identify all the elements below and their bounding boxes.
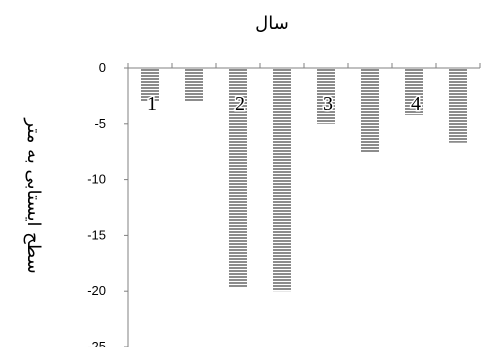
y-tick-label: -10 — [87, 172, 106, 187]
y-tick-label: -15 — [87, 227, 106, 242]
bar — [449, 68, 467, 143]
group-label: 2 — [235, 93, 245, 115]
y-tick-label: -25 — [87, 339, 106, 347]
bar — [229, 68, 247, 288]
chart-title: سال — [255, 13, 289, 34]
axes — [127, 63, 481, 347]
group-label: 3 — [323, 93, 333, 115]
bar — [185, 68, 203, 102]
bar — [141, 68, 159, 102]
bar — [273, 68, 291, 292]
y-tick-label: 0 — [99, 60, 106, 75]
group-label: 4 — [411, 93, 421, 115]
group-labels: 1 2 3 4 — [146, 92, 423, 117]
y-tick-label: -5 — [94, 116, 106, 131]
bars — [141, 68, 467, 292]
y-axis-label: سطح ایستابی به متر — [23, 117, 44, 273]
bar — [317, 68, 335, 124]
bar — [405, 68, 423, 115]
group-label: 1 — [147, 93, 157, 115]
y-tick-label: -20 — [87, 283, 106, 298]
y-axis-ticks: 0 -5 -10 -15 -20 -25 — [87, 60, 128, 347]
bar — [361, 68, 379, 153]
